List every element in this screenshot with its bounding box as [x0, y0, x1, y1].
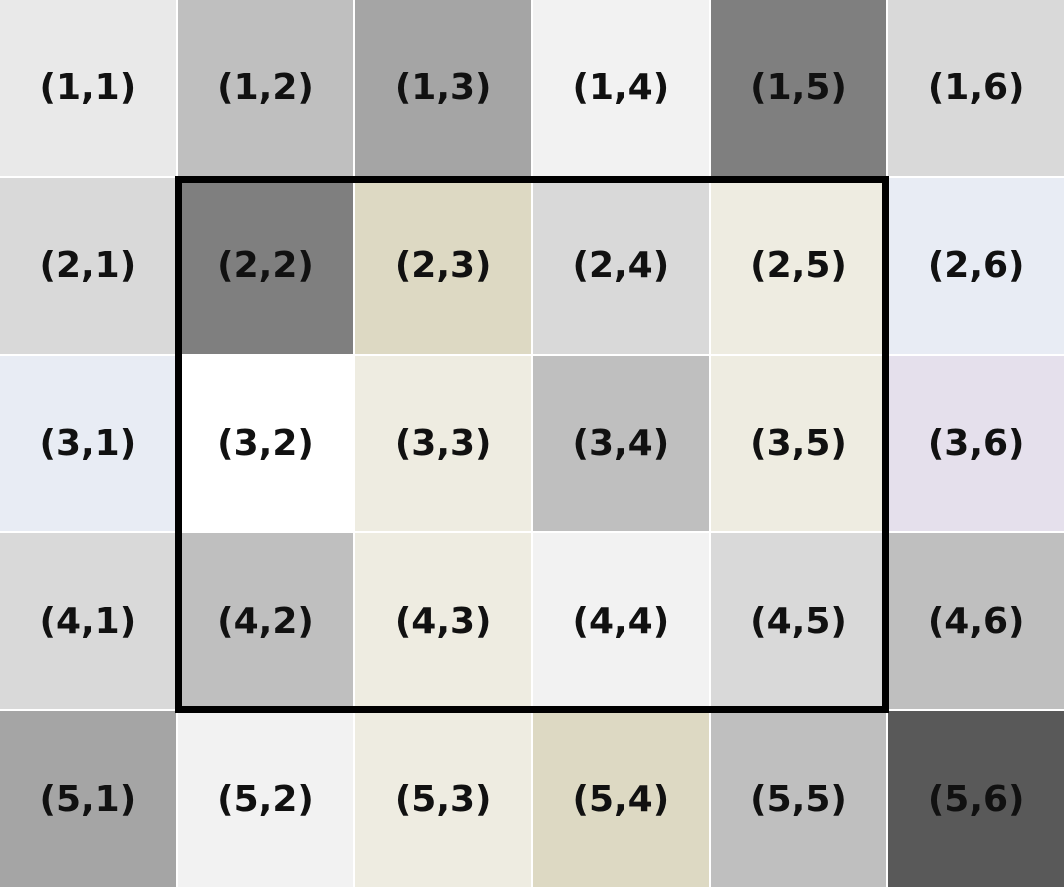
- grid-cell: (4,6): [888, 533, 1064, 710]
- grid-cell: (3,4): [533, 355, 709, 532]
- grid-cell: (3,3): [355, 355, 531, 532]
- grid-cell: (2,4): [533, 177, 709, 354]
- grid-cell: (1,4): [533, 0, 709, 176]
- grid-cell: (1,2): [177, 0, 354, 176]
- grid-cell: (4,1): [0, 533, 176, 710]
- grid-cell: (4,4): [533, 533, 709, 710]
- grid-cell: (3,2): [177, 355, 354, 532]
- grid-cell: (1,1): [0, 0, 176, 176]
- grid-cell: (2,5): [710, 177, 887, 354]
- grid-cell: (5,1): [0, 711, 176, 887]
- grid-cell: (3,6): [888, 355, 1064, 532]
- grid-cell: (5,6): [888, 711, 1064, 887]
- grid-cell: (2,2): [177, 177, 354, 354]
- grid-cell: (2,3): [355, 177, 531, 354]
- grid-cell: (5,3): [355, 711, 531, 887]
- grid-cell: (4,2): [177, 533, 354, 710]
- grid-cell: (1,6): [888, 0, 1064, 176]
- grid-cell: (3,5): [710, 355, 887, 532]
- grid-cell: (4,5): [710, 533, 887, 710]
- grid-cell: (1,5): [710, 0, 887, 176]
- grid-cell: (5,5): [710, 711, 887, 887]
- grid-cell: (3,1): [0, 355, 176, 532]
- grid-cell: (4,3): [355, 533, 531, 710]
- grid-cell: (5,4): [533, 711, 709, 887]
- grid-cell: (5,2): [177, 711, 354, 887]
- grid-cell: (2,6): [888, 177, 1064, 354]
- grid-cell: (1,3): [355, 0, 531, 176]
- grid-cell: (2,1): [0, 177, 176, 354]
